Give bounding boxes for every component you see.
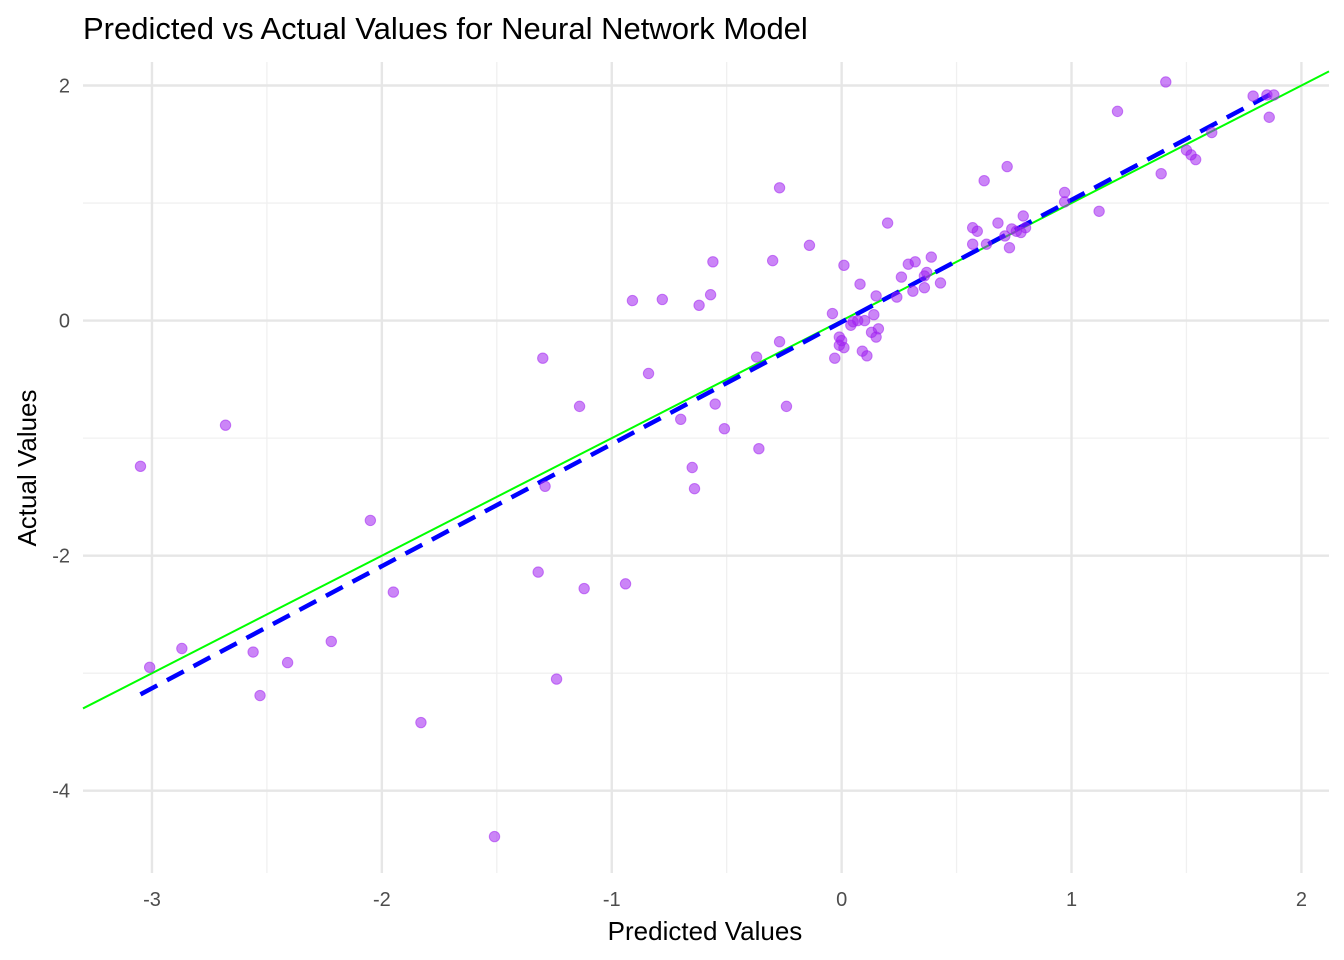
data-point bbox=[675, 413, 687, 426]
data-point bbox=[642, 367, 655, 380]
data-point bbox=[881, 217, 894, 229]
data-point bbox=[364, 514, 377, 527]
data-point bbox=[858, 314, 871, 327]
data-point bbox=[868, 309, 880, 321]
data-point bbox=[854, 278, 866, 290]
data-point bbox=[1189, 153, 1202, 166]
data-point bbox=[872, 323, 885, 335]
x-tick-label: 2 bbox=[1296, 889, 1307, 911]
data-point bbox=[1247, 90, 1259, 102]
data-point bbox=[838, 341, 850, 354]
data-point bbox=[966, 238, 979, 250]
data-point bbox=[709, 398, 721, 410]
data-point bbox=[1058, 196, 1071, 208]
data-point bbox=[838, 259, 850, 272]
data-point bbox=[219, 419, 232, 431]
x-tick-label: -1 bbox=[603, 889, 621, 911]
data-point bbox=[907, 285, 919, 297]
y-tick-label: -4 bbox=[52, 781, 70, 803]
data-point bbox=[1206, 126, 1218, 139]
data-point bbox=[1268, 89, 1280, 101]
data-point bbox=[1003, 242, 1016, 254]
data-point bbox=[325, 635, 337, 648]
data-point bbox=[803, 239, 816, 252]
data-point bbox=[1058, 186, 1071, 199]
data-point bbox=[415, 716, 427, 729]
data-point bbox=[766, 254, 779, 267]
y-tick-label: -2 bbox=[52, 546, 70, 568]
x-tick-label: 1 bbox=[1066, 889, 1077, 911]
data-point bbox=[980, 238, 993, 250]
data-point bbox=[861, 350, 873, 362]
reference-lines bbox=[82, 70, 1330, 710]
data-point bbox=[686, 461, 698, 474]
data-point bbox=[718, 423, 731, 435]
data-point bbox=[656, 293, 669, 306]
data-point bbox=[707, 256, 719, 268]
data-point bbox=[1160, 76, 1172, 88]
data-point bbox=[870, 290, 882, 302]
data-point bbox=[539, 480, 551, 493]
data-point bbox=[1019, 222, 1032, 234]
regression-line bbox=[139, 91, 1273, 697]
data-point bbox=[387, 586, 400, 598]
identity-line bbox=[82, 70, 1330, 710]
data-point bbox=[532, 566, 544, 578]
x-axis-title: Predicted Values bbox=[608, 916, 803, 946]
data-point bbox=[176, 642, 188, 655]
data-point bbox=[281, 656, 294, 669]
data-point bbox=[573, 400, 586, 413]
data-point bbox=[750, 351, 763, 363]
data-point bbox=[999, 230, 1011, 242]
data-point bbox=[773, 182, 786, 194]
data-point bbox=[254, 689, 266, 702]
data-point bbox=[626, 294, 639, 307]
data-point bbox=[1263, 111, 1275, 123]
data-point bbox=[693, 299, 705, 311]
data-point bbox=[909, 256, 921, 268]
data-point bbox=[1093, 205, 1105, 217]
chart-title: Predicted vs Actual Values for Neural Ne… bbox=[83, 11, 808, 46]
y-tick-label: 2 bbox=[59, 76, 70, 98]
data-point bbox=[704, 289, 717, 301]
y-axis-title: Actual Values bbox=[12, 389, 42, 546]
x-tick-label: -3 bbox=[143, 889, 161, 911]
data-point bbox=[753, 442, 765, 455]
data-point bbox=[971, 225, 983, 237]
data-point bbox=[773, 336, 786, 348]
data-point bbox=[920, 266, 933, 279]
x-tick-label: 0 bbox=[836, 889, 847, 911]
data-point bbox=[688, 482, 701, 495]
data-point bbox=[578, 582, 590, 595]
data-point bbox=[895, 271, 908, 283]
data-point bbox=[488, 830, 501, 843]
data-point bbox=[780, 400, 793, 413]
data-point bbox=[550, 673, 563, 685]
data-point bbox=[1001, 160, 1013, 173]
data-point bbox=[143, 661, 156, 674]
data-point bbox=[992, 217, 1004, 229]
x-tick-label: -2 bbox=[373, 889, 391, 911]
data-point bbox=[918, 281, 931, 294]
data-point bbox=[891, 291, 903, 303]
minor-gridlines bbox=[83, 62, 1329, 873]
data-points bbox=[134, 76, 1280, 843]
data-point bbox=[619, 578, 632, 590]
data-point bbox=[247, 646, 259, 658]
major-gridlines bbox=[83, 62, 1329, 873]
data-point bbox=[1111, 105, 1124, 118]
data-point bbox=[537, 352, 549, 364]
data-point bbox=[1155, 167, 1167, 180]
tick-labels: -3 -2 -1 0 1 2 -4 -2 0 2 bbox=[52, 76, 1307, 911]
data-point bbox=[1017, 210, 1029, 222]
data-point bbox=[925, 251, 937, 263]
data-point bbox=[978, 175, 990, 187]
data-point bbox=[134, 460, 147, 473]
data-point bbox=[934, 277, 947, 289]
data-point bbox=[829, 352, 841, 364]
data-point bbox=[826, 307, 839, 320]
y-tick-label: 0 bbox=[59, 311, 70, 333]
